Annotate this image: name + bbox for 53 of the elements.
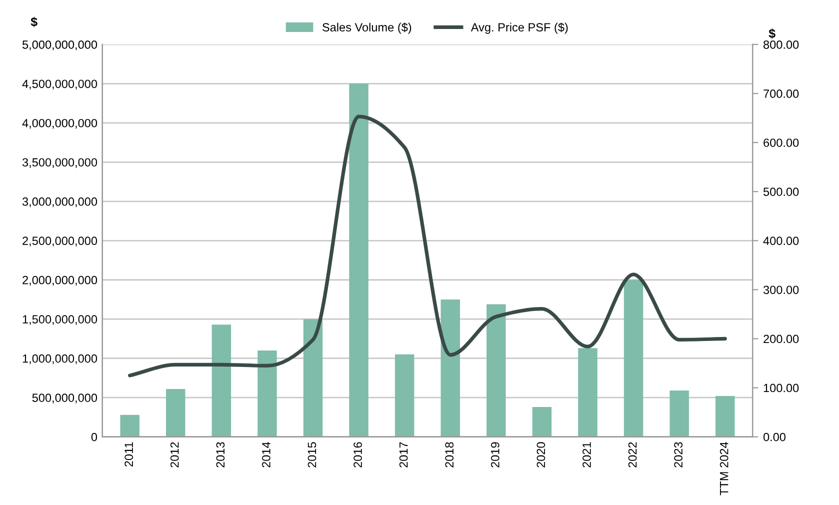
x-tick-label: 2019 xyxy=(490,442,500,468)
y-tick-label: 4,500,000,000 xyxy=(22,80,98,90)
bar xyxy=(440,299,460,437)
y-tick-label: 2,500,000,000 xyxy=(22,236,98,246)
x-tick-label: 2021 xyxy=(582,442,591,468)
y-tick-label: 3,000,000,000 xyxy=(22,197,98,208)
y-tick-label: 0 xyxy=(91,432,98,442)
y2-tick-label: 500.00 xyxy=(763,188,799,196)
legend-label: Sales Volume ($) xyxy=(322,22,412,34)
x-tick-label: 2014 xyxy=(262,442,270,468)
bar xyxy=(624,280,644,437)
bar xyxy=(715,396,735,437)
y2-axis-title: $ xyxy=(768,28,776,39)
x-tick-label: 2011 xyxy=(124,442,133,466)
y-tick-label: 1,000,000,000 xyxy=(22,354,98,364)
bar xyxy=(166,388,186,437)
x-tick-label: 2013 xyxy=(216,442,225,468)
bar xyxy=(303,319,323,437)
x-tick-label: 2016 xyxy=(354,442,362,468)
bar xyxy=(212,324,232,437)
x-tick-label: 2023 xyxy=(674,442,682,468)
x-tick-label: 2012 xyxy=(170,442,179,468)
legend-label: Avg. Price PSF ($) xyxy=(470,22,568,34)
x-tick-label: 2017 xyxy=(399,442,408,468)
y2-tick-label: 700.00 xyxy=(764,90,799,98)
bar xyxy=(670,390,689,437)
x-tick-label: 2018 xyxy=(445,442,454,468)
bar xyxy=(258,350,277,437)
bar xyxy=(120,414,140,437)
y2-tick-label: 100.00 xyxy=(764,384,799,392)
bar xyxy=(532,407,552,437)
x-tick-label: 2020 xyxy=(536,442,546,468)
x-tick-label: 2015 xyxy=(308,442,316,468)
y-tick-label: 1,500,000,000 xyxy=(22,315,98,325)
y-tick-label: 500,000,000 xyxy=(32,394,98,404)
bar xyxy=(578,348,598,437)
y2-tick-label: 600.00 xyxy=(764,138,799,147)
y-tick-label: 2,000,000,000 xyxy=(22,276,98,286)
y-axis-title: $ xyxy=(30,16,38,28)
y2-tick-label: 200.00 xyxy=(764,334,799,344)
y-tick-label: 4,000,000,000 xyxy=(22,118,98,129)
y2-tick-label: 800.00 xyxy=(764,40,799,49)
bar xyxy=(486,304,506,437)
line-series xyxy=(128,114,727,378)
y2-tick-label: 300.00 xyxy=(763,286,799,294)
x-tick-label: TTM 2024 xyxy=(720,442,728,496)
bar xyxy=(394,354,414,437)
y2-tick-label: 400.00 xyxy=(763,236,799,246)
bar xyxy=(349,84,368,437)
x-tick-label: 2022 xyxy=(628,442,637,468)
y2-tick-label: 0.00 xyxy=(763,432,786,442)
y-tick-label: 3,500,000,000 xyxy=(22,158,98,168)
y-tick-label: 5,000,000,000 xyxy=(22,40,98,50)
